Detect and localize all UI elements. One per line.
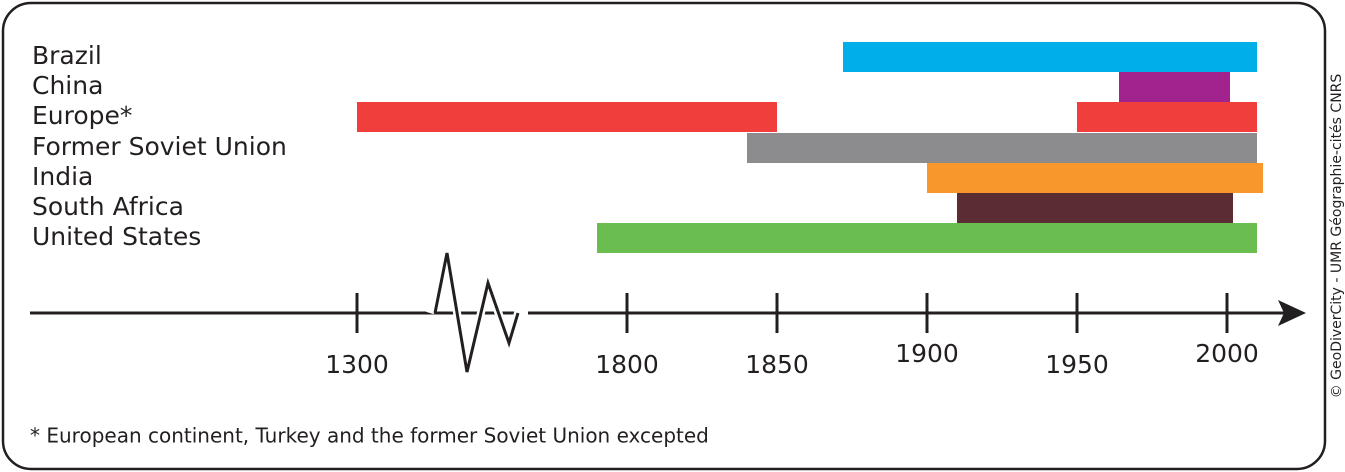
axis-arrow: [1278, 300, 1306, 326]
bar: [927, 163, 1263, 193]
axis-break: [433, 252, 520, 373]
bar: [843, 42, 1257, 72]
row-label: South Africa: [32, 192, 184, 221]
bar: [357, 102, 777, 132]
x-tick-label: 1950: [1045, 350, 1109, 379]
row-label: Europe*: [32, 101, 132, 130]
footnote: * European continent, Turkey and the for…: [30, 424, 709, 448]
bar: [1119, 72, 1230, 102]
row-label: Former Soviet Union: [32, 132, 287, 161]
x-tick-label: 1300: [325, 350, 389, 379]
row-label: United States: [32, 222, 201, 251]
row-label: China: [32, 71, 103, 100]
row-label: Brazil: [32, 41, 102, 70]
bar: [1077, 102, 1257, 132]
x-tick-label: 1850: [745, 350, 809, 379]
x-tick-label: 1800: [595, 350, 659, 379]
bar: [747, 133, 1257, 163]
bar: [597, 223, 1257, 253]
bar: [957, 193, 1233, 223]
x-tick-label: 2000: [1195, 339, 1259, 368]
row-label: India: [32, 162, 93, 191]
credit: © GeoDiverCity - UMR Géographie-cités CN…: [1329, 74, 1345, 399]
x-tick-label: 1900: [895, 339, 959, 368]
